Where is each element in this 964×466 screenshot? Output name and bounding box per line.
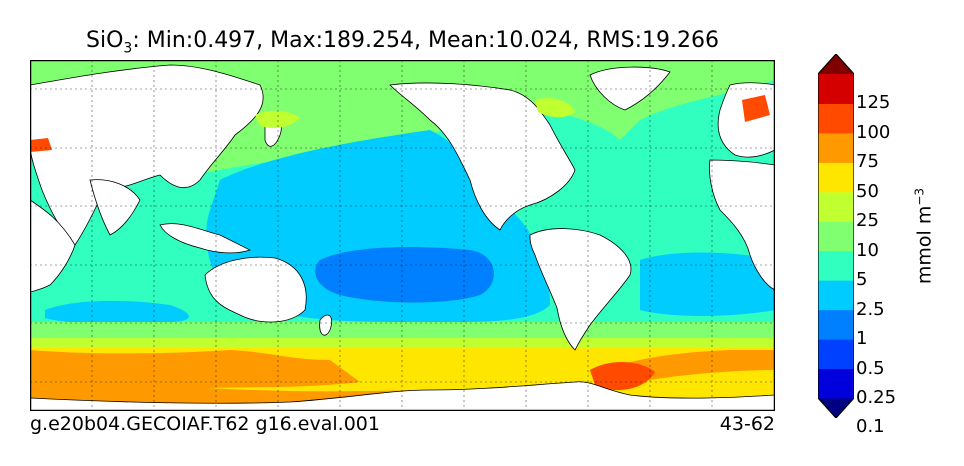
antarctica <box>30 381 775 411</box>
colorbar-tick-label: 5 <box>856 269 868 291</box>
colorbar-segment <box>818 368 854 399</box>
colorbar-segment <box>818 132 854 163</box>
colorbar-segment <box>818 103 854 134</box>
hudson-bay <box>535 98 575 118</box>
title-subscript: 3 <box>123 40 133 57</box>
australia <box>204 256 307 323</box>
colorbar-tick-label: 10 <box>856 239 879 261</box>
title-variable: SiO <box>86 28 124 53</box>
southern-band-orange <box>30 350 360 390</box>
colorbar-tick-label: 0.5 <box>856 357 885 379</box>
indonesia <box>159 223 252 254</box>
map-frame <box>30 60 775 411</box>
colorbar-segment <box>818 250 854 281</box>
colorbar-segment <box>818 339 854 370</box>
graticule <box>30 60 775 411</box>
landmasses <box>30 64 775 411</box>
red-sea-east <box>742 95 770 122</box>
colorbar-segment <box>818 191 854 222</box>
colorbar-tick-label: 1 <box>856 328 868 350</box>
colorbar-segment <box>818 280 854 311</box>
title-stats: : Min:0.497, Max:189.254, Mean:10.024, R… <box>132 28 719 53</box>
colorbar-tick-label: 0.25 <box>856 387 897 408</box>
colorbar-segment <box>818 309 854 340</box>
colorbar-segment <box>818 162 854 193</box>
colorbar-tick-label: 100 <box>856 121 891 143</box>
india <box>89 179 141 236</box>
colorbar-extend-low <box>818 398 854 418</box>
south-america <box>529 228 632 351</box>
case-name: g.e20b04.GECOIAF.T62 g16.eval.001 <box>30 413 380 435</box>
colorbar <box>818 54 854 418</box>
world-map <box>30 60 775 411</box>
colorbar-tick-label: 125 <box>856 92 891 114</box>
atlantic-low <box>640 252 775 316</box>
south-pacific-gyre <box>315 247 494 303</box>
colorbar-segment <box>818 74 854 104</box>
africa-east <box>30 199 76 293</box>
weddell-sea-high <box>590 361 655 391</box>
year-range: 43-62 <box>719 413 775 435</box>
okhotsk-sea <box>255 110 300 128</box>
colorbar-tick-label: 0.1 <box>856 416 885 438</box>
colorbar-tick-label: 50 <box>856 180 879 202</box>
new-zealand <box>319 314 333 336</box>
africa-west <box>709 159 775 291</box>
colorbar-unit-base: mmol m <box>913 205 936 285</box>
colorbar-tick-label: 75 <box>856 151 879 173</box>
north-america <box>389 82 576 231</box>
southern-band-green <box>30 322 775 340</box>
colorbar-tick-label: 25 <box>856 210 879 232</box>
colorbar-tick-label: 2.5 <box>856 298 885 320</box>
map-title: SiO3: Min:0.497, Max:189.254, Mean:10.02… <box>30 28 775 56</box>
colorbar-unit-exponent: −3 <box>912 187 927 206</box>
greenland <box>589 66 671 111</box>
red-sea-west <box>30 138 52 152</box>
colorbar-segment <box>818 221 854 252</box>
indian-ocean-low <box>45 300 189 324</box>
colorbar-unit-label: mmol m−3 <box>912 188 935 284</box>
colorbar-extend-high <box>818 54 854 74</box>
